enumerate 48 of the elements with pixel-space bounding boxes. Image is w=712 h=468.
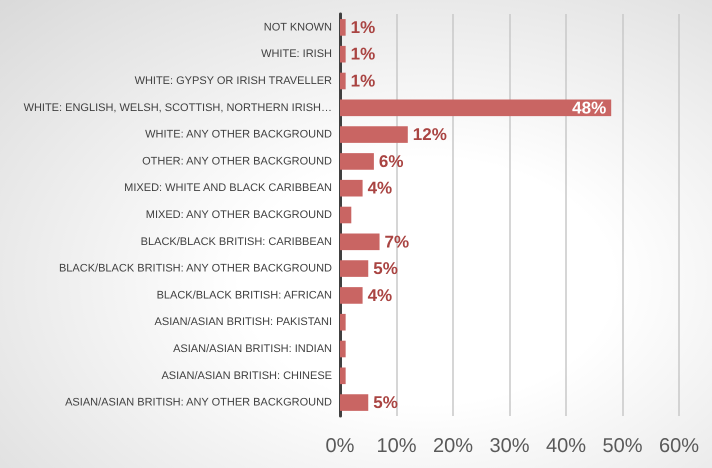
bar	[340, 233, 380, 250]
bar	[340, 206, 352, 224]
bar	[340, 287, 363, 304]
bar	[340, 340, 346, 358]
y-tick-label: WHITE: ANY OTHER BACKGROUND	[145, 128, 332, 141]
y-tick-label: ASIAN/ASIAN BRITISH: INDIAN	[173, 343, 332, 355]
y-tick-label: WHITE: GYPSY OR IRISH TRAVELLER	[134, 75, 332, 87]
bar	[340, 180, 363, 197]
y-tick-label: WHITE: IRISH	[261, 48, 332, 60]
bar	[340, 367, 346, 384]
y-tick-label: ASIAN/ASIAN BRITISH: PAKISTANI	[154, 316, 332, 328]
bar	[340, 72, 346, 90]
y-tick-label: BLACK/BLACK BRITISH: CARIBBEAN	[140, 236, 332, 248]
y-tick-label: ASIAN/ASIAN BRITISH: ANY OTHER BACKGROUND	[65, 396, 332, 409]
x-tick-label: 60%	[658, 435, 700, 457]
data-label: 1%	[350, 72, 376, 90]
bar	[340, 99, 612, 116]
bar	[340, 153, 374, 170]
x-tick-label: 30%	[489, 435, 530, 457]
data-label: 4%	[368, 178, 392, 198]
data-label: 7%	[384, 232, 410, 252]
x-tick-label: 50%	[602, 435, 643, 457]
y-tick-label: MIXED: ANY OTHER BACKGROUND	[146, 209, 332, 221]
y-tick-label: BLACK/BLACK BRITISH: ANY OTHER BACKGROUND	[58, 262, 332, 275]
y-tick-label: WHITE: ENGLISH, WELSH, SCOTTISH, NORTHERN IRISH…	[24, 102, 332, 114]
x-tick-label: 0%	[326, 435, 355, 457]
bar	[340, 314, 346, 331]
bar	[340, 19, 346, 36]
data-label: 4%	[368, 286, 392, 305]
bar	[340, 126, 408, 143]
data-label: 1%	[350, 44, 376, 64]
bar	[340, 394, 368, 411]
data-label: 5%	[373, 393, 398, 412]
x-tick-label: 40%	[546, 435, 586, 457]
bar	[340, 260, 368, 277]
data-label: 5%	[373, 259, 398, 278]
y-tick-label: OTHER: ANY OTHER BACKGROUND	[142, 155, 332, 168]
data-label: 12%	[412, 125, 447, 144]
x-tick-label: 20%	[432, 435, 474, 457]
bar	[340, 46, 346, 63]
y-tick-label: NOT KNOWN	[264, 21, 332, 34]
y-tick-label: BLACK/BLACK BRITISH: AFRICAN	[156, 289, 332, 302]
y-tick-label: MIXED: WHITE AND BLACK CARIBBEAN	[124, 182, 332, 194]
y-tick-label: ASIAN/ASIAN BRITISH: CHINESE	[161, 370, 332, 382]
x-tick-label: 10%	[376, 435, 417, 457]
data-label: 1%	[350, 18, 376, 37]
data-label: 6%	[378, 152, 404, 171]
data-label: 48%	[572, 98, 606, 118]
